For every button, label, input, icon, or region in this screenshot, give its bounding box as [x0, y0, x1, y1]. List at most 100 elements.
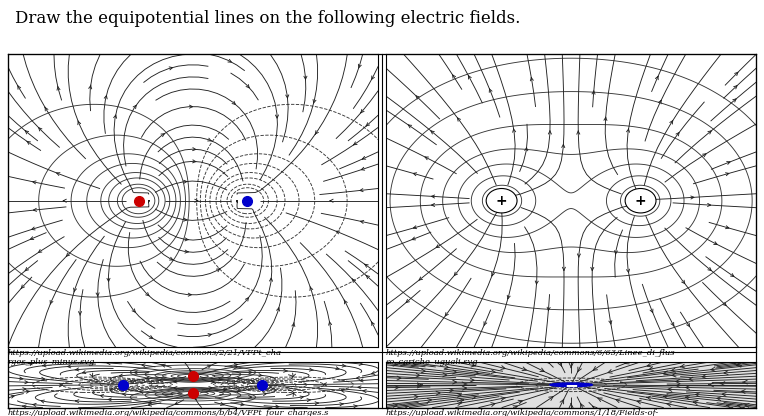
FancyArrowPatch shape: [649, 366, 653, 371]
FancyArrowPatch shape: [593, 366, 597, 370]
FancyArrowPatch shape: [723, 302, 726, 306]
FancyArrowPatch shape: [691, 196, 694, 199]
FancyArrowPatch shape: [458, 401, 462, 406]
FancyArrowPatch shape: [315, 402, 319, 405]
FancyArrowPatch shape: [598, 398, 602, 401]
FancyArrowPatch shape: [685, 386, 690, 389]
FancyArrowPatch shape: [23, 388, 26, 391]
Text: +: +: [496, 194, 507, 208]
FancyArrowPatch shape: [668, 388, 672, 391]
Text: −: −: [564, 376, 578, 394]
FancyArrowPatch shape: [604, 117, 607, 121]
FancyArrowPatch shape: [73, 288, 76, 292]
FancyArrowPatch shape: [108, 398, 112, 401]
FancyArrowPatch shape: [656, 76, 659, 80]
FancyArrowPatch shape: [452, 75, 455, 78]
FancyArrowPatch shape: [189, 370, 193, 374]
FancyArrowPatch shape: [304, 76, 307, 80]
FancyArrowPatch shape: [18, 85, 21, 89]
FancyArrowPatch shape: [50, 300, 53, 305]
FancyArrowPatch shape: [711, 367, 715, 371]
FancyArrowPatch shape: [228, 59, 231, 62]
FancyArrowPatch shape: [96, 293, 99, 297]
FancyArrowPatch shape: [737, 362, 742, 366]
FancyArrowPatch shape: [578, 367, 581, 372]
FancyArrowPatch shape: [57, 173, 60, 176]
FancyArrowPatch shape: [134, 371, 138, 374]
FancyArrowPatch shape: [734, 361, 738, 365]
FancyArrowPatch shape: [238, 377, 241, 380]
FancyArrowPatch shape: [208, 334, 212, 337]
FancyArrowPatch shape: [223, 388, 227, 391]
FancyArrowPatch shape: [366, 123, 370, 126]
FancyArrowPatch shape: [354, 405, 357, 408]
FancyArrowPatch shape: [211, 380, 215, 384]
FancyArrowPatch shape: [689, 377, 693, 381]
FancyArrowPatch shape: [647, 363, 652, 367]
FancyArrowPatch shape: [24, 381, 28, 384]
FancyArrowPatch shape: [720, 381, 725, 386]
FancyArrowPatch shape: [680, 364, 685, 368]
FancyArrowPatch shape: [241, 403, 244, 406]
FancyArrowPatch shape: [38, 250, 42, 253]
FancyArrowPatch shape: [25, 267, 28, 271]
FancyArrowPatch shape: [41, 400, 44, 403]
Circle shape: [625, 188, 656, 213]
FancyArrowPatch shape: [416, 96, 419, 99]
FancyArrowPatch shape: [146, 292, 149, 296]
Text: Draw the equipotential lines on the following electric fields.: Draw the equipotential lines on the foll…: [15, 10, 520, 27]
FancyArrowPatch shape: [406, 300, 410, 302]
Circle shape: [486, 188, 517, 213]
FancyArrowPatch shape: [745, 404, 749, 407]
FancyArrowPatch shape: [609, 321, 612, 324]
FancyArrowPatch shape: [425, 157, 429, 160]
FancyArrowPatch shape: [413, 226, 416, 229]
FancyArrowPatch shape: [195, 199, 198, 202]
FancyArrowPatch shape: [708, 131, 711, 134]
FancyArrowPatch shape: [371, 371, 375, 374]
FancyArrowPatch shape: [34, 208, 37, 211]
FancyArrowPatch shape: [726, 173, 729, 176]
FancyArrowPatch shape: [79, 312, 82, 315]
FancyArrowPatch shape: [23, 405, 26, 408]
FancyArrowPatch shape: [626, 269, 630, 272]
FancyArrowPatch shape: [193, 160, 196, 163]
FancyArrowPatch shape: [11, 395, 15, 398]
FancyArrowPatch shape: [400, 362, 405, 366]
FancyArrowPatch shape: [417, 383, 422, 387]
FancyArrowPatch shape: [457, 394, 461, 397]
FancyArrowPatch shape: [133, 105, 136, 109]
FancyArrowPatch shape: [342, 389, 345, 392]
FancyArrowPatch shape: [361, 167, 364, 170]
FancyArrowPatch shape: [432, 203, 435, 206]
FancyArrowPatch shape: [637, 400, 641, 404]
FancyArrowPatch shape: [193, 396, 196, 400]
FancyArrowPatch shape: [452, 370, 457, 374]
FancyArrowPatch shape: [471, 363, 476, 367]
FancyArrowPatch shape: [359, 362, 363, 365]
FancyArrowPatch shape: [283, 369, 287, 372]
FancyArrowPatch shape: [462, 386, 467, 390]
FancyArrowPatch shape: [307, 399, 311, 402]
FancyArrowPatch shape: [562, 267, 565, 270]
FancyArrowPatch shape: [364, 264, 368, 267]
FancyArrowPatch shape: [363, 389, 366, 393]
FancyArrowPatch shape: [687, 323, 690, 327]
FancyArrowPatch shape: [540, 368, 544, 371]
FancyArrowPatch shape: [436, 391, 440, 395]
FancyArrowPatch shape: [414, 395, 418, 399]
FancyArrowPatch shape: [530, 77, 533, 81]
FancyArrowPatch shape: [536, 281, 539, 284]
FancyArrowPatch shape: [114, 115, 117, 118]
FancyArrowPatch shape: [352, 279, 355, 282]
FancyArrowPatch shape: [670, 121, 673, 124]
FancyArrowPatch shape: [216, 269, 220, 272]
FancyArrowPatch shape: [593, 406, 597, 411]
FancyArrowPatch shape: [293, 373, 296, 377]
FancyArrowPatch shape: [235, 364, 238, 366]
FancyArrowPatch shape: [646, 396, 651, 400]
FancyArrowPatch shape: [310, 287, 312, 291]
FancyArrowPatch shape: [455, 272, 458, 275]
FancyArrowPatch shape: [371, 322, 374, 326]
FancyArrowPatch shape: [335, 367, 339, 370]
